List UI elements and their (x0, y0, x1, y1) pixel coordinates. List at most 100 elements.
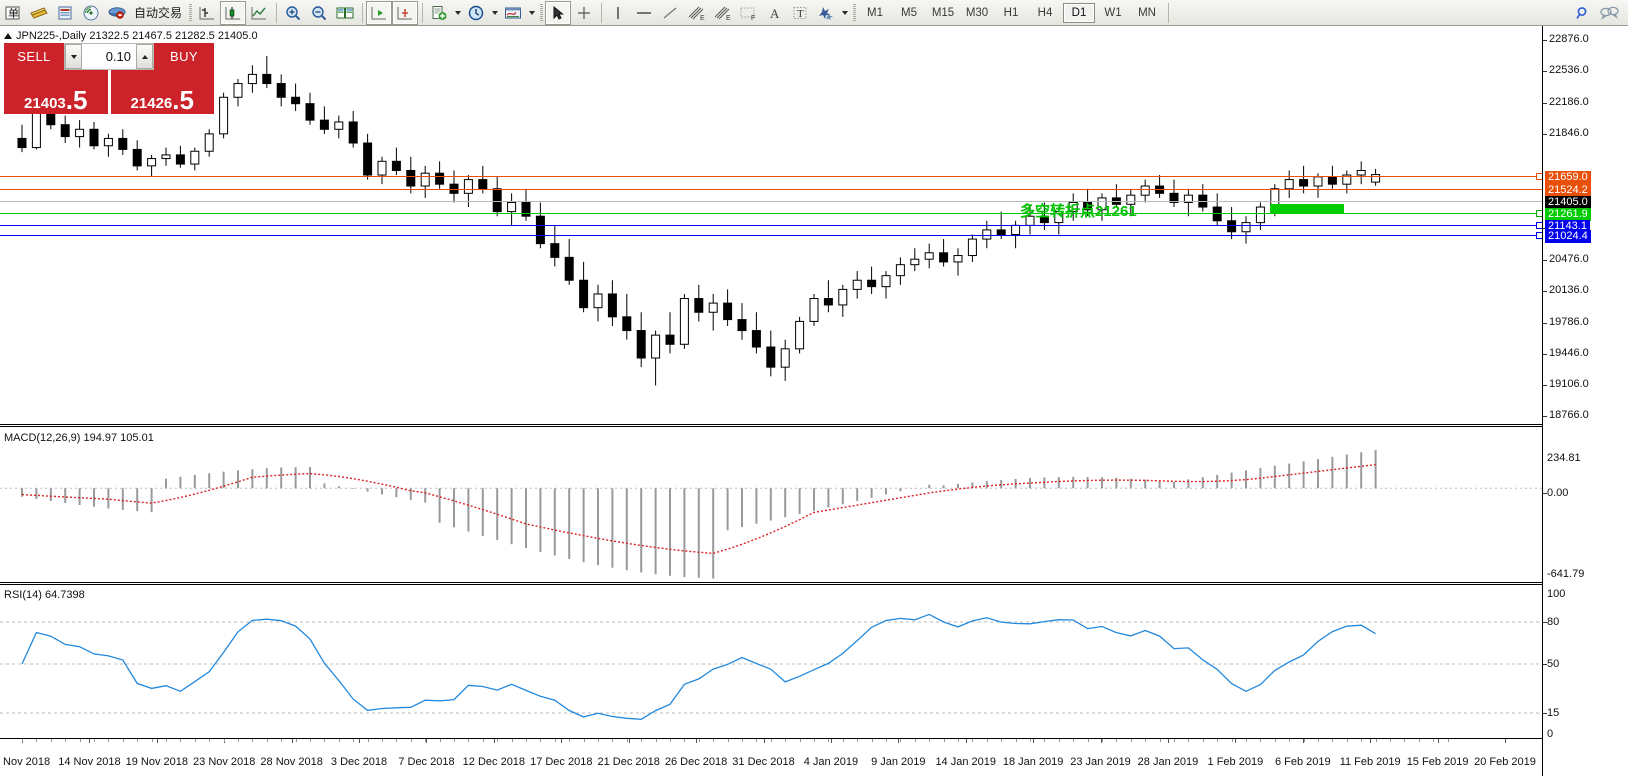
objects-icon[interactable] (813, 1, 839, 25)
candle (953, 248, 963, 276)
text-box-icon[interactable]: T (787, 1, 813, 25)
period-icon[interactable] (463, 1, 489, 25)
tile-windows-icon[interactable] (332, 1, 358, 25)
bar-chart-icon[interactable] (194, 1, 220, 25)
candle (895, 257, 905, 285)
indicators-icon[interactable] (426, 1, 452, 25)
price-level-badge[interactable]: 21024.4 (1545, 230, 1591, 243)
zoom-in-icon[interactable] (280, 1, 306, 25)
time-axis-tick (561, 739, 563, 743)
toolbar-separator (1164, 3, 1172, 23)
candle (406, 156, 416, 194)
buy-button[interactable]: 21426 .5 (110, 70, 214, 114)
price-level-badge[interactable]: 21261.9 (1545, 208, 1591, 221)
time-axis-tick (1235, 739, 1237, 743)
candle (1140, 179, 1150, 203)
broadcast-icon[interactable] (78, 1, 104, 25)
rsi-pane[interactable]: RSI(14) 64.7398 (0, 586, 1542, 738)
chart-shift-icon[interactable] (366, 0, 393, 25)
chart-area[interactable]: 多空转折点21261 JPN225-,Daily 21322.5 21467.5… (0, 26, 1628, 776)
timeframe-m1[interactable]: M1 (867, 6, 883, 19)
period-dropdown-arrow[interactable] (489, 1, 500, 25)
timeframe-d1[interactable]: D1 (1063, 2, 1096, 23)
pane-splitter-rsi[interactable] (0, 582, 1542, 585)
timeframe-m15[interactable]: M15 (931, 6, 955, 19)
gold-bars-icon[interactable] (26, 1, 52, 25)
candle (1183, 188, 1193, 217)
buy-label[interactable]: BUY (154, 43, 214, 70)
volume-increase-button[interactable] (136, 44, 153, 69)
equidistant-channel-icon[interactable]: E (683, 1, 709, 25)
timeframe-h1[interactable]: H1 (1003, 6, 1019, 19)
svg-text:F: F (751, 15, 755, 22)
price-level-badge[interactable]: 21143.1 (1545, 220, 1590, 233)
time-axis-tick (1033, 739, 1035, 743)
timeframe-m30[interactable]: M30 (965, 6, 989, 19)
macd-pane[interactable]: MACD(12,26,9) 194.97 105.01 (0, 429, 1542, 584)
trendline-icon[interactable] (657, 1, 683, 25)
text-label-icon[interactable]: F (735, 1, 761, 25)
fibonacci-icon[interactable]: E (709, 1, 735, 25)
objects-dropdown-arrow[interactable] (839, 1, 850, 25)
data-window-icon[interactable] (52, 1, 78, 25)
one-click-trade-panel[interactable]: SELL 0.10 BUY 21403 .5 21426 .5 (4, 43, 214, 114)
price-level-badge[interactable]: 21659.0 (1545, 171, 1591, 184)
candle (1126, 188, 1136, 217)
pivot-line-21261[interactable] (0, 213, 1542, 214)
chart-annotation: 多空转折点21261 (1020, 203, 1137, 220)
price-level-badge[interactable]: 21524.2 (1545, 184, 1591, 197)
crosshair-icon[interactable] (571, 1, 597, 25)
price-axis[interactable]: 22876.022536.022186.021846.020816.020476… (1542, 26, 1628, 776)
indicators-dropdown-arrow[interactable] (452, 1, 463, 25)
price-pane[interactable]: 多空转折点21261 JPN225-,Daily 21322.5 21467.5… (0, 26, 1543, 424)
expert-advisor-icon[interactable] (104, 1, 130, 25)
candlestick-chart-icon[interactable] (220, 0, 247, 25)
time-axis-label: 14 Nov 2018 (58, 756, 121, 768)
pane-splitter-macd[interactable] (0, 424, 1542, 427)
candle (391, 147, 401, 176)
time-axis-minor-tick (194, 739, 196, 742)
resistance-line-21524[interactable] (0, 189, 1542, 190)
price-level-badge[interactable]: 21405.0 (1545, 196, 1591, 209)
vertical-line-icon[interactable] (605, 1, 631, 25)
chat-icon[interactable] (1596, 1, 1622, 25)
time-axis-minor-tick (684, 739, 686, 742)
timeframe-mn[interactable]: MN (1138, 6, 1156, 19)
candle (363, 133, 373, 180)
timeframe-w1[interactable]: W1 (1104, 6, 1122, 19)
time-axis-minor-tick (1102, 739, 1103, 742)
templates-icon[interactable] (500, 1, 526, 25)
new-order-icon[interactable]: 单 (0, 1, 26, 25)
time-axis-minor-tick (1015, 739, 1017, 742)
time-axis-minor-tick (900, 739, 902, 742)
time-axis-minor-tick (857, 739, 859, 742)
volume-stepper[interactable]: 0.10 (64, 43, 154, 70)
price-axis-tick (1543, 259, 1547, 261)
volume-value[interactable]: 0.10 (82, 44, 136, 69)
text-icon[interactable]: A (761, 1, 787, 25)
horizontal-line-icon[interactable] (631, 1, 657, 25)
candle (694, 284, 704, 322)
svg-text:A: A (770, 6, 780, 21)
support-line-21024[interactable] (0, 235, 1542, 236)
time-axis-minor-tick (958, 739, 959, 742)
timeframe-h4[interactable]: H4 (1037, 6, 1053, 19)
chart-header: JPN225-,Daily 21322.5 21467.5 21282.5 21… (4, 30, 258, 42)
line-chart-icon[interactable] (246, 1, 272, 25)
timeframe-m5[interactable]: M5 (901, 6, 917, 19)
search-icon[interactable] (1570, 1, 1596, 25)
templates-dropdown-arrow[interactable] (526, 1, 537, 25)
sell-button[interactable]: 21403 .5 (4, 70, 108, 114)
zoom-out-icon[interactable] (306, 1, 332, 25)
time-axis-label: 3 Dec 2018 (330, 756, 388, 768)
auto-scroll-icon[interactable] (392, 0, 419, 25)
support-line-21143[interactable] (0, 225, 1542, 226)
resistance-line-21659[interactable] (0, 176, 1542, 177)
volume-decrease-button[interactable] (65, 44, 82, 69)
time-axis[interactable]: 9 Nov 2018 14 Nov 2018 19 Nov 2018 23 Nov 2… (0, 738, 1542, 776)
sell-label[interactable]: SELL (4, 43, 64, 70)
cursor-icon[interactable] (545, 0, 572, 25)
chart-header-text: JPN225-,Daily 21322.5 21467.5 21282.5 21… (16, 30, 258, 42)
collapse-triangle-icon[interactable] (4, 33, 12, 39)
auto-trading-label[interactable]: 自动交易 (134, 6, 183, 20)
